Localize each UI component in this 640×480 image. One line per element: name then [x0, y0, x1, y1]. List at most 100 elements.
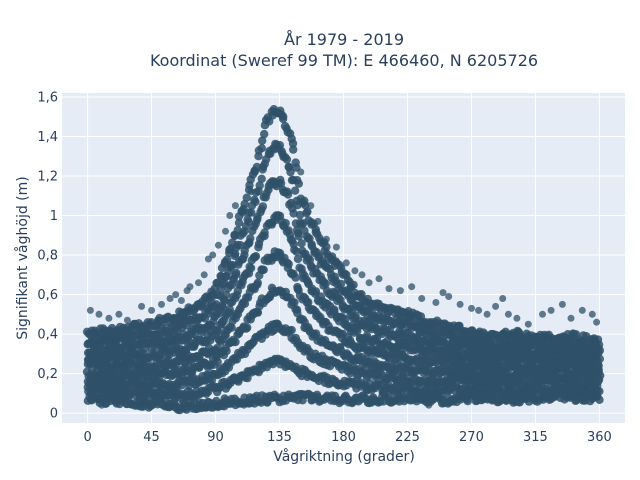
data-point [258, 202, 268, 211]
chart-title-line-2: Koordinat (Sweref 99 TM): E 466460, N 62… [150, 51, 538, 70]
data-point [214, 241, 222, 249]
data-point [286, 167, 295, 177]
data-point [385, 285, 393, 293]
data-point [222, 346, 231, 356]
data-point [314, 217, 322, 225]
data-point [260, 228, 269, 237]
x-axis-ticks: 0 45 90 135 180 225 270 315 360 [83, 430, 611, 445]
data-point [342, 259, 350, 267]
data-point [240, 299, 250, 308]
data-point [595, 395, 604, 404]
data-point [214, 327, 223, 336]
data-point [524, 320, 532, 328]
data-point [234, 218, 244, 227]
data-point [297, 239, 306, 248]
y-tick-label: 1,6 [37, 90, 58, 105]
data-point [510, 397, 518, 405]
y-tick-label: 0,6 [37, 288, 58, 303]
data-point [138, 302, 146, 310]
data-point [251, 197, 260, 207]
data-point [231, 337, 240, 347]
data-point [218, 303, 228, 312]
data-point [294, 232, 303, 241]
data-point [336, 279, 346, 289]
data-point [408, 283, 416, 291]
data-point [259, 265, 268, 274]
data-point [593, 318, 601, 326]
data-point [290, 186, 300, 195]
data-point [240, 401, 248, 409]
data-point [222, 290, 231, 300]
data-point [232, 268, 241, 277]
x-tick-label: 360 [587, 430, 612, 445]
x-tick-label: 315 [523, 430, 548, 445]
data-point [322, 242, 331, 251]
data-point [222, 255, 232, 264]
data-point [95, 310, 103, 318]
data-point [209, 251, 217, 259]
data-point [253, 308, 263, 317]
data-point [166, 403, 174, 411]
data-point [258, 136, 267, 145]
data-point [260, 129, 269, 139]
data-point [200, 271, 208, 279]
data-point [321, 279, 330, 288]
data-point [247, 208, 256, 217]
y-tick-label: 1,4 [37, 130, 58, 145]
data-point [322, 235, 330, 243]
data-point [247, 188, 255, 196]
data-point [246, 263, 256, 273]
data-point [175, 405, 183, 413]
data-point [243, 323, 252, 332]
data-point [255, 181, 264, 190]
data-point [547, 306, 555, 314]
data-point [242, 193, 251, 202]
data-point [225, 305, 234, 314]
data-point [558, 300, 566, 308]
data-point [231, 202, 239, 210]
data-point [148, 306, 156, 314]
y-tick-label: 1 [50, 209, 58, 224]
y-axis-ticks: 0 0,2 0,4 0,6 0,8 1 1,2 1,4 1,6 [37, 90, 58, 421]
data-point [231, 249, 240, 259]
data-point [253, 278, 262, 287]
data-point [143, 399, 151, 407]
y-tick-label: 0 [50, 407, 58, 422]
data-point [172, 291, 180, 299]
data-point [115, 310, 123, 318]
data-point [240, 199, 249, 209]
data-point [105, 314, 113, 322]
data-point [291, 273, 300, 282]
data-point [297, 168, 305, 176]
data-point [226, 212, 234, 219]
data-point [294, 179, 303, 188]
data-point [499, 295, 507, 302]
data-point [195, 279, 202, 287]
data-point [594, 340, 604, 349]
data-point [483, 310, 491, 318]
data-point [158, 300, 165, 308]
data-points [82, 105, 605, 415]
data-point [456, 300, 464, 308]
data-point [368, 399, 376, 407]
data-point [475, 306, 483, 314]
data-point [439, 289, 447, 297]
data-point [98, 401, 106, 409]
data-point [166, 295, 174, 302]
data-point [289, 145, 298, 154]
data-point [288, 139, 298, 148]
data-point [539, 310, 546, 318]
data-point [301, 201, 310, 210]
data-point [237, 208, 245, 216]
data-point [213, 357, 222, 366]
data-point [222, 227, 229, 235]
data-point [594, 361, 603, 370]
data-point [468, 304, 475, 312]
data-point [283, 190, 293, 199]
data-point [588, 310, 596, 318]
data-point [86, 306, 94, 314]
data-point [504, 310, 512, 318]
y-axis-title: Signifikant våghöjd (m) [14, 176, 31, 339]
x-tick-label: 135 [267, 430, 292, 445]
data-point [578, 306, 586, 314]
